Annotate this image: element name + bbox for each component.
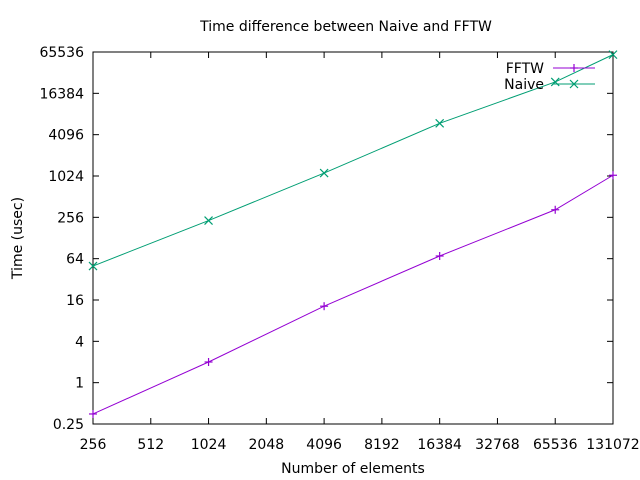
- series-line-naive: [92, 54, 614, 267]
- y-tick-label: 64: [66, 252, 84, 268]
- y-tick-label: 16384: [39, 86, 84, 102]
- x-tick-label: 512: [137, 437, 164, 453]
- y-tick-label: 256: [57, 210, 84, 226]
- data-point-naive: [608, 50, 618, 60]
- x-tick-label: 8192: [364, 437, 400, 453]
- x-tick-label: 16384: [417, 437, 462, 453]
- x-axis-ticks: 256 512 1024 2048 4096 8192 16384 32768 65536 131…: [80, 52, 640, 453]
- legend-marker-fftw: [570, 64, 578, 72]
- y-axis-ticks: 0.25 1 4 16 64 256 1024 4096 16384 65536: [39, 45, 613, 433]
- data-point-naive: [435, 118, 445, 128]
- data-point-fftw: [435, 251, 444, 260]
- series-layer: [88, 50, 618, 418]
- x-tick-label: 1024: [191, 437, 227, 453]
- data-point-naive: [204, 216, 213, 225]
- x-tick-label: 131072: [586, 437, 639, 453]
- x-tick-label: 32768: [475, 437, 520, 453]
- data-point-naive: [319, 168, 329, 178]
- data-point-fftw: [320, 302, 329, 311]
- legend-label-naive: Naive: [504, 77, 544, 93]
- x-tick-label: 65536: [533, 437, 578, 453]
- data-point-fftw: [551, 205, 560, 214]
- y-tick-label: 4096: [48, 128, 84, 144]
- data-point-fftw: [204, 358, 213, 366]
- data-point-fftw: [89, 409, 97, 418]
- plot-frame: [92, 51, 614, 425]
- y-tick-label: 0.25: [53, 417, 84, 433]
- data-point-naive: [88, 261, 98, 271]
- legend-marker-naive: [569, 79, 579, 89]
- x-axis-label: Number of elements: [281, 461, 425, 477]
- x-tick-label: 256: [80, 437, 107, 453]
- x-tick-label: 2048: [249, 437, 285, 453]
- y-tick-label: 4: [75, 334, 84, 350]
- series-line-fftw: [92, 174, 614, 415]
- x-tick-label: 4096: [306, 437, 342, 453]
- y-axis-label: Time (usec): [10, 197, 26, 280]
- y-tick-label: 1024: [48, 169, 84, 185]
- y-tick-label: 1: [75, 376, 84, 392]
- data-point-fftw: [609, 171, 617, 180]
- legend-label-fftw: FFTW: [506, 61, 544, 77]
- data-point-naive: [550, 77, 560, 87]
- y-tick-label: 65536: [39, 45, 84, 61]
- chart-title: Time difference between Naive and FFTW: [199, 19, 492, 35]
- y-tick-label: 16: [66, 293, 84, 309]
